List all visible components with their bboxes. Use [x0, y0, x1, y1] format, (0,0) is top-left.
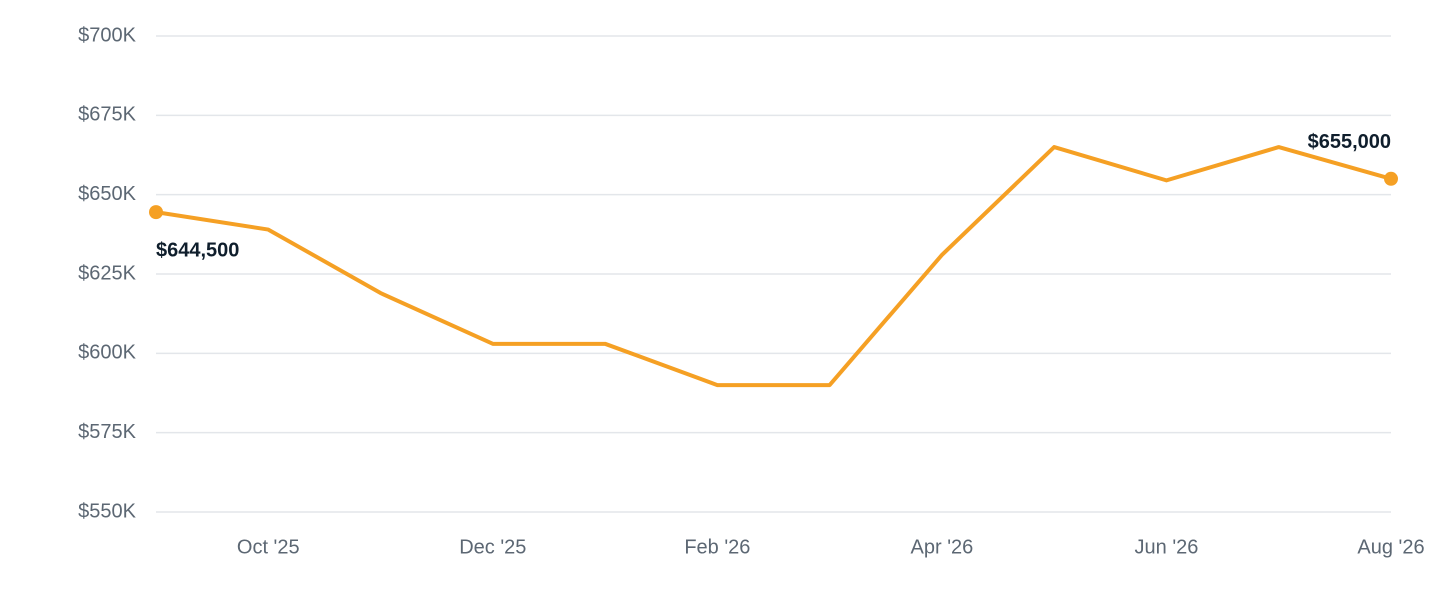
y-tick-label: $550K: [78, 500, 136, 522]
y-tick-label: $575K: [78, 421, 136, 443]
y-tick-label: $625K: [78, 262, 136, 284]
point: [149, 205, 163, 220]
y-tick-label: $650K: [78, 183, 136, 205]
x-tick-label: Apr '26: [911, 536, 974, 558]
y-tick-label: $675K: [78, 104, 136, 126]
x-tick-label: Oct '25: [237, 536, 300, 558]
x-tick-label: Jun '26: [1135, 536, 1199, 558]
value-label: $644,500: [156, 239, 239, 261]
y-tick-label: $600K: [78, 342, 136, 364]
point: [1384, 171, 1398, 186]
x-tick-label: Dec '25: [459, 536, 526, 558]
y-tick-label: $700K: [78, 24, 136, 46]
x-tick-label: Feb '26: [684, 536, 750, 558]
value-label: $655,000: [1308, 131, 1391, 153]
line: [155, 145, 1392, 388]
x-tick-label: Aug '26: [1357, 536, 1424, 558]
